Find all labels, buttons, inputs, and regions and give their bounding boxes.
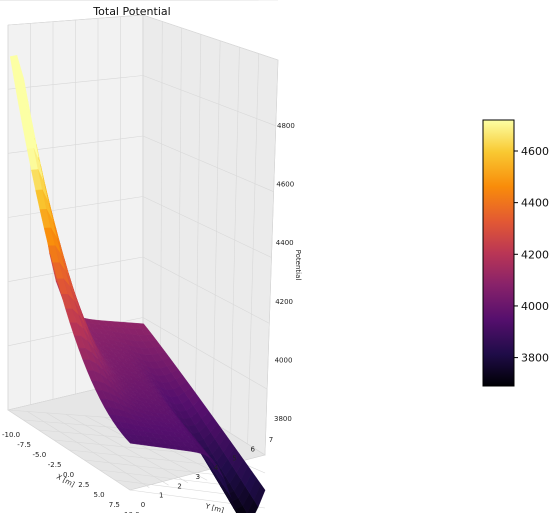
x-tick-label: -10.0: [2, 431, 20, 439]
y-tick-label: 2: [177, 482, 181, 490]
z-tick-label: 3800: [274, 415, 292, 423]
y-tick-label: 7: [269, 436, 273, 444]
chart-title: Total Potential: [92, 5, 170, 18]
y-tick-label: 6: [250, 445, 255, 453]
colorbar-ticks: 3800 4000 4200 4400 4600: [514, 145, 549, 365]
x-tick-label: 10.0: [124, 511, 140, 513]
z-tick-label: 4600: [276, 181, 294, 189]
colorbar: [482, 119, 515, 387]
surface-patch: [233, 508, 238, 513]
y-tick-label: 5: [232, 455, 236, 463]
x-tick-label: 5.0: [94, 491, 105, 499]
x-tick-label: 7.5: [109, 501, 120, 509]
z-tick-label: 4200: [275, 298, 293, 306]
y-tick-label: 4: [214, 464, 219, 472]
x-tick-labels: -10.0 -7.5-5.0-2.50.0 2.5 5.0 7.5 10.0: [2, 431, 140, 513]
colorbar-tick-label: 4400: [521, 197, 549, 210]
surface-plot: [9, 55, 266, 513]
z-tick-labels: 3800 4000 4200 4400 4600 4800: [274, 122, 295, 423]
colorbar-tick-label: 4000: [521, 300, 549, 313]
x-tick-label: 2.5: [78, 481, 89, 489]
surface-patch: [253, 483, 266, 508]
x-tick-label: -7.5: [17, 441, 31, 449]
x-tick-label: -5.0: [33, 451, 47, 459]
colorbar-tick-label: 3800: [521, 352, 549, 365]
z-tick-label: 4000: [275, 356, 293, 364]
colorbar-tick-label: 4200: [521, 248, 549, 261]
y-axis-label: Y [m]: [204, 502, 225, 513]
x-tick-label: -2.5: [48, 461, 62, 469]
z-tick-label: 4800: [277, 122, 295, 130]
x-tick-label: 0.0: [63, 471, 74, 479]
z-axis-label: Potential: [294, 250, 302, 281]
surface-patch: [226, 491, 238, 513]
y-tick-labels: 0 1 2 3 4 5 6 7: [141, 436, 273, 509]
colorbar-tick-label: 4600: [521, 145, 549, 158]
y-tick-label: 1: [159, 492, 163, 500]
y-tick-label: 3: [196, 473, 200, 481]
surface-patch: [235, 505, 248, 513]
y-tick-label: 0: [141, 501, 145, 509]
z-tick-label: 4400: [276, 239, 294, 247]
